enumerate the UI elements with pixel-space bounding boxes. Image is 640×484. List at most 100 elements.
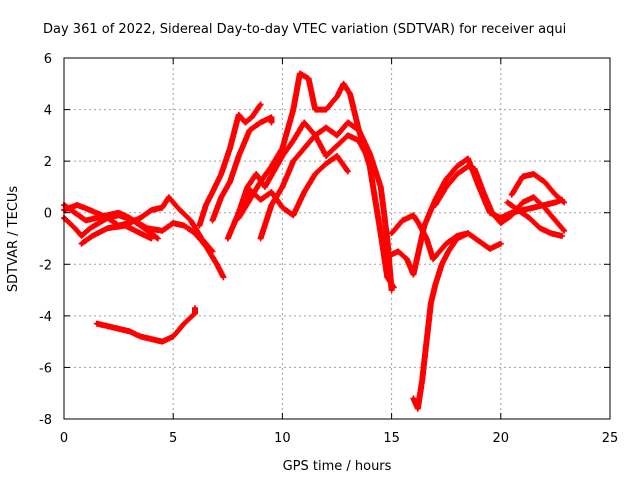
data-point: [291, 139, 295, 143]
data-point: [160, 340, 164, 344]
data-point: [211, 218, 215, 222]
data-point: [440, 262, 444, 266]
data-point: [444, 185, 448, 189]
data-point: [248, 128, 252, 132]
data-point: [335, 154, 339, 158]
data-series-sat-n: [410, 230, 471, 412]
data-point: [171, 221, 175, 225]
data-point: [95, 322, 99, 326]
data-point: [302, 120, 306, 124]
data-point: [455, 164, 459, 168]
data-point: [302, 146, 306, 150]
data-point: [418, 224, 422, 228]
data-point: [156, 237, 160, 240]
data-point: [499, 216, 503, 220]
data-point: [128, 329, 132, 333]
data-point: [302, 190, 306, 194]
data-point: [269, 115, 273, 119]
data-point: [431, 257, 435, 261]
data-point: [221, 275, 225, 279]
data-series-sat-f: [196, 101, 264, 229]
data-point: [313, 172, 317, 176]
data-point: [444, 242, 448, 246]
tick-layer: 0 5 10 15 20 25 -8 -6 -4 -2 0 2 4 6: [39, 52, 618, 446]
data-point: [385, 255, 389, 259]
data-point: [553, 193, 557, 197]
data-point: [429, 301, 433, 305]
data-point: [193, 306, 197, 310]
data-point: [411, 213, 415, 217]
data-point: [560, 234, 564, 238]
data-point: [416, 407, 420, 411]
data-point: [553, 200, 557, 204]
data-point: [488, 247, 492, 251]
data-series-sat-g: [209, 114, 275, 224]
data-point: [481, 190, 485, 194]
x-tick-label: 15: [383, 431, 400, 446]
data-point: [346, 169, 350, 173]
data-point: [272, 169, 276, 173]
data-point: [324, 162, 328, 166]
data-point: [182, 322, 186, 326]
data-point: [348, 92, 352, 96]
data-point: [346, 133, 350, 137]
data-point: [259, 180, 263, 184]
data-series-sat-d: [78, 222, 155, 247]
y-tick-label: -6: [39, 361, 52, 376]
data-point: [346, 120, 350, 124]
y-tick-label: -2: [39, 258, 52, 273]
data-point: [204, 203, 208, 207]
data-point: [490, 211, 494, 215]
data-point: [149, 208, 153, 212]
data-point: [390, 288, 394, 292]
plot-frame: [63, 57, 611, 420]
data-point: [248, 188, 252, 192]
data-point: [562, 200, 566, 204]
data-point: [106, 324, 110, 328]
data-point: [280, 146, 284, 150]
data-point: [291, 159, 295, 163]
data-point: [532, 172, 536, 176]
data-point: [542, 206, 546, 210]
data-series-sat-q: [504, 199, 565, 239]
data-point: [324, 126, 328, 130]
data-point: [237, 154, 241, 158]
data-point: [532, 195, 536, 199]
data-point: [145, 226, 149, 230]
data-point: [357, 128, 361, 132]
data-point: [446, 249, 450, 253]
data-series-sat-h: [224, 119, 395, 294]
data-point: [379, 231, 383, 235]
x-tick-label: 5: [169, 431, 177, 446]
data-series-sat-e: [93, 305, 198, 345]
data-point: [219, 172, 223, 176]
data-point: [90, 234, 94, 238]
data-point: [88, 208, 92, 212]
data-point: [444, 177, 448, 181]
data-point: [499, 221, 503, 225]
data-point: [259, 120, 263, 124]
data-point: [149, 237, 153, 240]
data-point: [280, 206, 284, 210]
data-point: [182, 224, 186, 228]
data-point: [466, 157, 470, 161]
y-tick-label: 4: [44, 104, 52, 119]
data-point: [401, 218, 405, 222]
data-point: [95, 216, 99, 220]
data-point: [385, 237, 389, 240]
data-point: [466, 231, 470, 235]
y-tick-label: -4: [39, 310, 52, 325]
x-axis-title: GPS time / hours: [283, 459, 392, 474]
data-point: [405, 257, 409, 261]
data-point: [167, 195, 171, 199]
data-point: [411, 273, 415, 277]
data-point: [117, 213, 121, 217]
data-point: [390, 231, 394, 235]
data-point: [422, 224, 426, 228]
data-point: [324, 108, 328, 112]
data-point: [269, 164, 273, 168]
data-point: [149, 231, 153, 235]
series-markers: [224, 119, 395, 294]
data-point: [254, 172, 258, 176]
